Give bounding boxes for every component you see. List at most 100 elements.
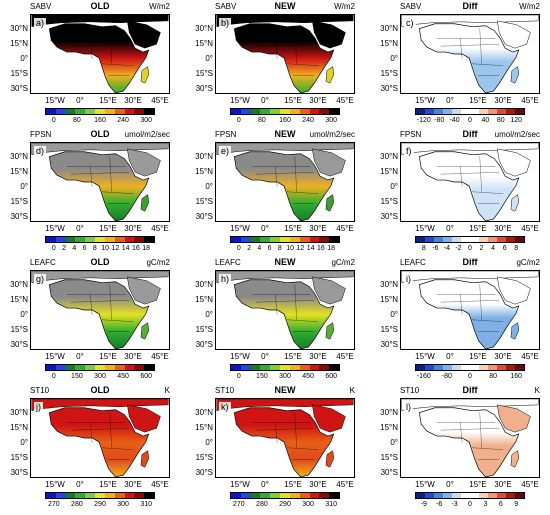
- panel-title: NEW: [274, 257, 296, 267]
- longitude-label: 15°E: [469, 96, 487, 105]
- colorbar-swatch: [95, 237, 105, 242]
- europe-landmass: [216, 15, 354, 27]
- colorbar-ticks: -9 -6 -3 0 3 6 9: [415, 501, 525, 511]
- latitude-label: 30°N: [380, 280, 398, 289]
- units-label: K: [349, 386, 355, 395]
- colorbar-tick-label: 6: [502, 245, 507, 252]
- africa-landmass: [48, 407, 150, 477]
- colorbar-tick-label: 0: [236, 117, 241, 124]
- latitude-label: 15°S: [10, 325, 28, 334]
- country-border: [294, 28, 297, 64]
- country-border: [440, 172, 500, 175]
- colorbar-swatch: [270, 109, 281, 114]
- panel-label: b): [219, 18, 232, 28]
- longitude-label: 15°E: [469, 352, 487, 361]
- colorbar-swatch: [85, 493, 96, 498]
- panel-label: e): [219, 146, 232, 156]
- colorbar-tick-label: 80: [257, 117, 266, 124]
- colorbar-swatch: [134, 493, 145, 498]
- variable-name: FPSN: [400, 130, 422, 139]
- colorbar-swatch: [434, 109, 443, 114]
- colorbar-swatch: [506, 109, 515, 114]
- longitude-label: 15°E: [284, 224, 302, 233]
- panel-header: LEAFC NEW gC/m2: [215, 257, 355, 270]
- colorbar-tick-label: 160: [94, 117, 106, 124]
- units-label: umol/m2/sec: [309, 130, 355, 139]
- longitude-label: 15°W: [415, 224, 435, 233]
- colorbar-tick-label: 16: [317, 245, 325, 252]
- panel-label: d): [34, 146, 47, 156]
- colorbar-swatch: [289, 109, 300, 114]
- colorbar-ticks: 0 80 160 240 300: [230, 117, 340, 127]
- colorbar-swatch: [299, 493, 310, 498]
- colorbar-tick-label: -160: [416, 373, 431, 380]
- colorbar-tick-label: 0: [236, 245, 241, 252]
- latitude-label: 30°S: [380, 84, 398, 93]
- country-border: [255, 44, 315, 47]
- colorbar-swatch: [280, 237, 290, 242]
- colorbar: [230, 108, 340, 115]
- latitude-label: 15°S: [380, 69, 398, 78]
- colorbar-swatch: [75, 109, 86, 114]
- latitude-label: 15°N: [10, 167, 28, 176]
- colorbar-swatch: [144, 237, 154, 242]
- colorbar-swatch: [85, 365, 96, 370]
- longitude-label: 15°W: [45, 224, 65, 233]
- africa-landmass: [233, 279, 335, 349]
- colorbar-swatch: [479, 237, 488, 242]
- colorbar-tick-label: 3: [483, 501, 488, 508]
- longitude-label: 30°E: [309, 96, 327, 105]
- longitude-label: 15°W: [230, 224, 250, 233]
- colorbar-swatch: [280, 109, 290, 114]
- africa-map: d): [30, 142, 170, 222]
- longitude-label: 15°W: [415, 480, 435, 489]
- latitude-label: 0°: [390, 438, 398, 447]
- panel-label: a): [34, 18, 47, 28]
- colorbar-tick-label: -6: [436, 501, 443, 508]
- africa-landmass: [418, 407, 520, 477]
- latitude-label: 0°: [205, 438, 213, 447]
- colorbar-swatch: [479, 493, 488, 498]
- africa-landmass: [233, 151, 335, 221]
- arabia-landmass: [497, 404, 531, 433]
- variable-name: ST10: [215, 386, 235, 395]
- panel-header: SABV OLD W/m2: [30, 1, 170, 14]
- colorbar-tick-label: 310: [325, 501, 338, 508]
- longitude-label: 0°: [261, 480, 269, 489]
- arabia-landmass: [312, 148, 346, 177]
- country-border: [101, 319, 134, 322]
- colorbar-swatch: [95, 365, 105, 370]
- latitude-label: 30°N: [10, 24, 28, 33]
- colorbar-swatch: [443, 237, 452, 242]
- colorbar-tick-label: 0: [468, 245, 472, 252]
- map-panel: LEAFC Diff gC/m2 30°N 15°N 0° 15°S 30°S i) 15°W 0°…: [370, 257, 540, 383]
- colorbar-tick-label: 160: [510, 373, 523, 380]
- longitude-label: 15°E: [284, 352, 302, 361]
- longitude-label: 15°W: [415, 96, 435, 105]
- colorbar-swatch: [144, 365, 154, 370]
- longitude-label: 0°: [446, 352, 454, 361]
- africa-landmass: [48, 23, 150, 93]
- colorbar-swatch: [65, 365, 76, 370]
- panel-label: k): [219, 402, 231, 412]
- colorbar-swatch: [114, 365, 125, 370]
- colorbar-swatch: [231, 493, 241, 498]
- colorbar-swatch: [434, 237, 443, 242]
- arabia-landmass: [497, 276, 531, 305]
- colorbar-swatch: [488, 365, 497, 370]
- panel-label: g): [34, 274, 47, 284]
- latitude-label: 15°S: [10, 453, 28, 462]
- longitude-label: 45°E: [336, 96, 354, 105]
- colorbar: [415, 492, 525, 499]
- panel-title: Diff: [462, 385, 478, 395]
- colorbar-swatch: [452, 237, 461, 242]
- units-label: gC/m2: [146, 258, 170, 267]
- colorbar-tick-label: 270: [232, 501, 245, 508]
- colorbar-tick-label: 280: [71, 501, 83, 508]
- colorbar-swatch: [55, 493, 66, 498]
- country-border: [294, 412, 297, 448]
- colorbar-tick-label: 0: [51, 117, 56, 124]
- colorbar-swatch: [124, 109, 135, 114]
- country-border: [440, 300, 500, 303]
- colorbar-ticks: 8 -6 -4 -2 0 2 4 6 8: [415, 245, 525, 255]
